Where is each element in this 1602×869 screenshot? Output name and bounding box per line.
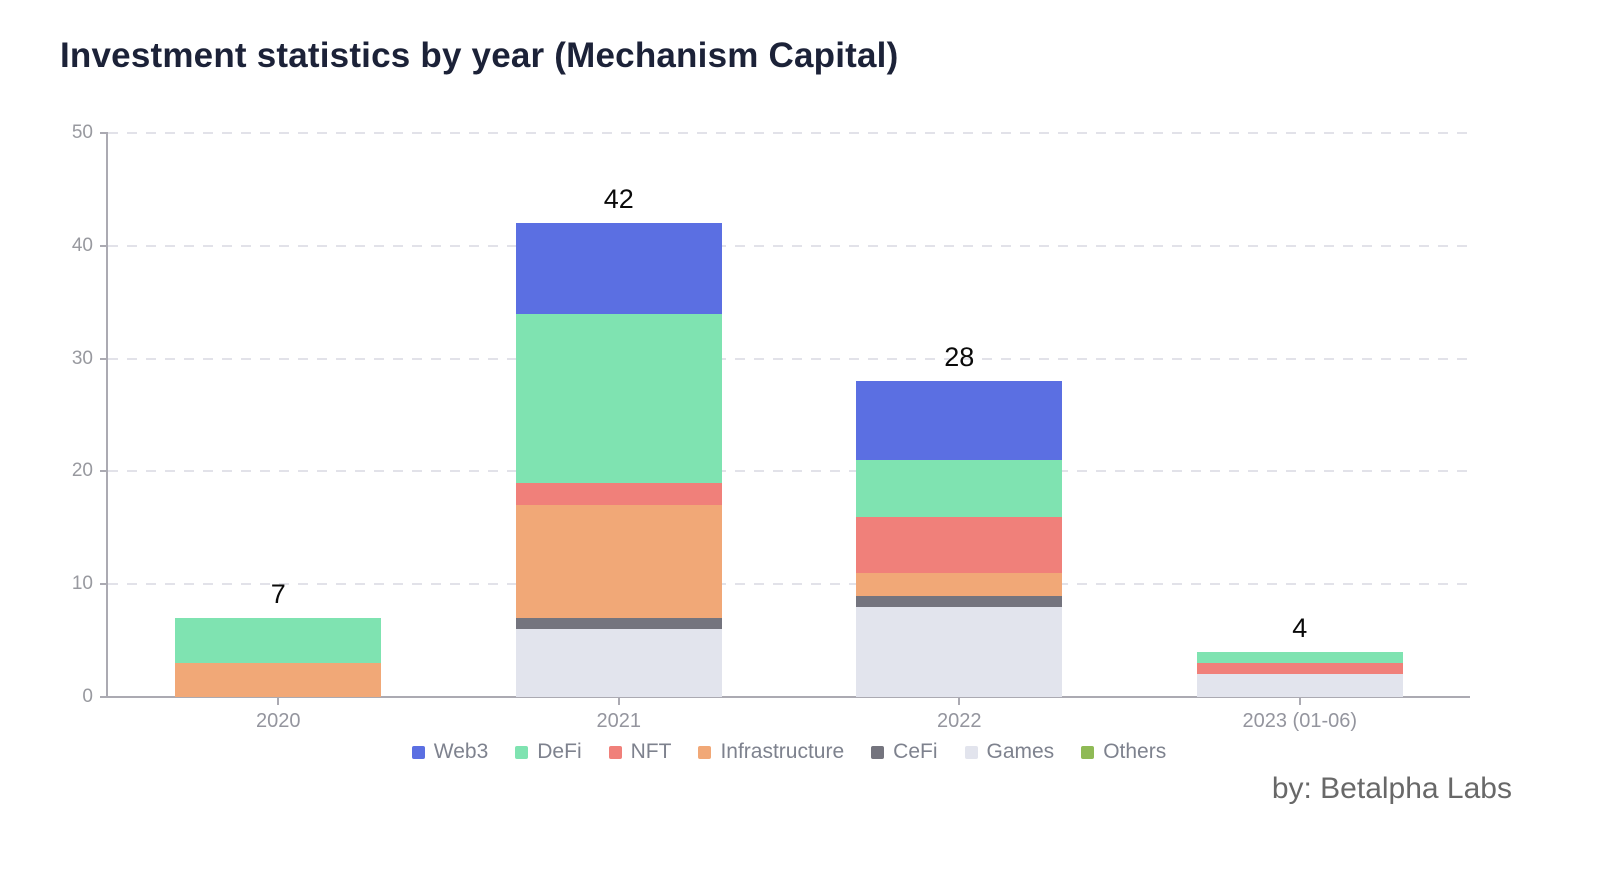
legend-item-nft[interactable]: NFT bbox=[608, 740, 672, 764]
bar-segment-defi bbox=[1196, 651, 1403, 664]
bar-segment-web3 bbox=[856, 381, 1063, 461]
y-axis-tick-label: 20 bbox=[71, 460, 93, 482]
bar-total-label: 28 bbox=[944, 342, 975, 373]
legend-swatch-cefi bbox=[871, 745, 885, 759]
legend-label: Infrastructure bbox=[720, 740, 845, 763]
bar-segment-cefi bbox=[515, 618, 722, 630]
bar-total-label: 7 bbox=[270, 579, 286, 610]
chart-legend: Web3 DeFi NFT Infrastructure CeFi Games Others bbox=[108, 740, 1470, 764]
bar-segment-infrastructure bbox=[175, 663, 382, 697]
x-axis-tick bbox=[277, 697, 280, 705]
gridline bbox=[108, 470, 1470, 473]
legend-swatch-infrastructure bbox=[698, 745, 712, 759]
legend-label: NFT bbox=[630, 740, 672, 763]
gridline bbox=[108, 583, 1470, 586]
legend-item-web3[interactable]: Web3 bbox=[411, 740, 489, 764]
y-axis-tick bbox=[100, 132, 108, 134]
bar-segment-cefi bbox=[856, 595, 1063, 607]
legend-label: CeFi bbox=[893, 740, 938, 763]
x-axis-label: 2022 bbox=[937, 710, 982, 732]
bar-segment-infrastructure bbox=[856, 572, 1063, 596]
gridline bbox=[108, 357, 1470, 360]
bar-total-label: 42 bbox=[603, 184, 634, 215]
bar-segment-defi bbox=[175, 618, 382, 664]
bar-stack-2023-01-06- bbox=[1196, 651, 1403, 697]
x-axis-tick bbox=[958, 697, 961, 705]
chart-title: Investment statistics by year (Mechanism… bbox=[60, 36, 899, 75]
legend-swatch-games bbox=[964, 745, 978, 759]
legend-label: Web3 bbox=[433, 740, 489, 763]
bar-segment-nft bbox=[1196, 663, 1403, 675]
y-axis-line bbox=[106, 133, 108, 697]
bar-segment-games bbox=[856, 606, 1063, 697]
x-axis-tick bbox=[1298, 697, 1301, 705]
y-axis-tick-label: 10 bbox=[71, 573, 93, 595]
bar-total-label: 4 bbox=[1292, 612, 1308, 643]
gridline bbox=[108, 244, 1470, 247]
legend-swatch-others bbox=[1081, 745, 1095, 759]
bar-segment-nft bbox=[856, 516, 1063, 573]
legend-item-others[interactable]: Others bbox=[1081, 740, 1166, 764]
legend-label: Games bbox=[986, 740, 1055, 763]
bar-segment-games bbox=[1196, 674, 1403, 697]
y-axis-tick bbox=[100, 696, 108, 698]
legend-item-cefi[interactable]: CeFi bbox=[871, 740, 938, 764]
y-axis-tick bbox=[100, 470, 108, 473]
y-axis-tick-label: 40 bbox=[71, 234, 93, 256]
bar-stack-2021 bbox=[515, 223, 722, 697]
bar-segment-defi bbox=[856, 460, 1063, 517]
y-axis-tick-label: 0 bbox=[82, 686, 93, 707]
legend-item-games[interactable]: Games bbox=[964, 740, 1055, 764]
bar-segment-infrastructure bbox=[515, 505, 722, 619]
bar-segment-defi bbox=[515, 313, 722, 483]
legend-item-defi[interactable]: DeFi bbox=[515, 740, 582, 764]
legend-label: DeFi bbox=[537, 740, 582, 763]
x-axis-label: 2021 bbox=[596, 710, 642, 732]
x-axis-label: 2020 bbox=[256, 710, 301, 732]
legend-label: Others bbox=[1103, 740, 1167, 763]
bar-segment-nft bbox=[515, 482, 722, 506]
gridline bbox=[108, 132, 1470, 134]
legend-swatch-defi bbox=[515, 745, 529, 759]
bar-segment-games bbox=[515, 629, 722, 697]
x-axis-line bbox=[106, 696, 1470, 698]
x-axis-tick bbox=[617, 697, 620, 705]
bar-segment-web3 bbox=[515, 223, 722, 314]
credit-byline: by: Betalpha Labs bbox=[1271, 772, 1512, 805]
y-axis-tick bbox=[100, 583, 108, 586]
bar-stack-2020 bbox=[175, 618, 382, 697]
y-axis-tick bbox=[100, 244, 108, 247]
y-axis-tick bbox=[100, 357, 108, 360]
legend-swatch-nft bbox=[608, 745, 622, 759]
legend-item-infrastructure[interactable]: Infrastructure bbox=[698, 740, 844, 764]
plot-area: 0 10 20 30 40 50 7 2020 42 2021 28 2022 4 2023 (01-06… bbox=[72, 122, 1470, 732]
bar-stack-2022 bbox=[856, 381, 1063, 697]
y-axis-tick-label: 50 bbox=[71, 122, 93, 143]
legend-swatch-web3 bbox=[411, 745, 425, 759]
y-axis-tick-label: 30 bbox=[71, 347, 93, 369]
x-axis-label: 2023 (01-06) bbox=[1242, 710, 1358, 732]
